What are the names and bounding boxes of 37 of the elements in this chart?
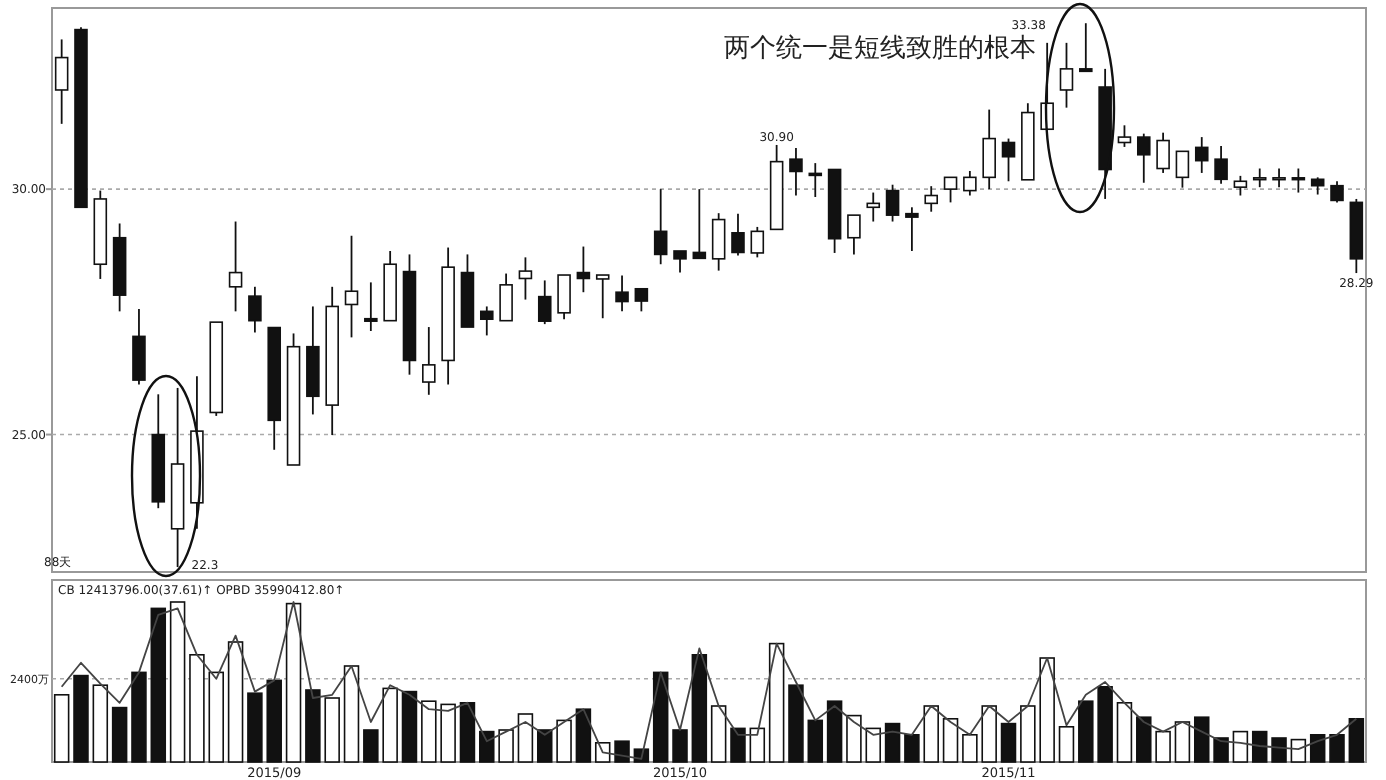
- bar: [942, 718, 959, 763]
- bar: [1251, 730, 1268, 763]
- annotation: 两个统一是短线致胜的根本: [724, 32, 1036, 62]
- bar: [807, 719, 824, 763]
- bar: [53, 694, 70, 763]
- bar: [1116, 702, 1133, 763]
- bar: [749, 727, 766, 763]
- bar: [575, 708, 592, 763]
- bar: [459, 702, 476, 763]
- bar: [884, 722, 901, 763]
- bar: [73, 674, 89, 763]
- bar: [517, 713, 534, 763]
- bar: [92, 684, 109, 763]
- bar: [1329, 734, 1345, 763]
- bar: [788, 684, 804, 763]
- bar: [1174, 721, 1191, 763]
- bar: [1309, 734, 1326, 763]
- bar: [150, 607, 167, 763]
- bar: [1271, 737, 1287, 763]
- bar: [1232, 730, 1249, 763]
- bar: [169, 601, 186, 763]
- bar: [1000, 722, 1017, 763]
- bar: [111, 706, 128, 763]
- bar: [227, 641, 244, 763]
- bar: [730, 727, 746, 763]
- bar: [1058, 726, 1075, 763]
- bar: [285, 602, 302, 763]
- bar: [401, 690, 418, 763]
- bar: [131, 671, 147, 763]
- bar: [614, 740, 630, 763]
- bar: [691, 654, 708, 763]
- bar: [672, 729, 688, 763]
- bar: [343, 665, 360, 763]
- bar: [710, 705, 727, 763]
- bar: [768, 642, 785, 763]
- bar: [1348, 718, 1365, 763]
- bar: [826, 700, 843, 763]
